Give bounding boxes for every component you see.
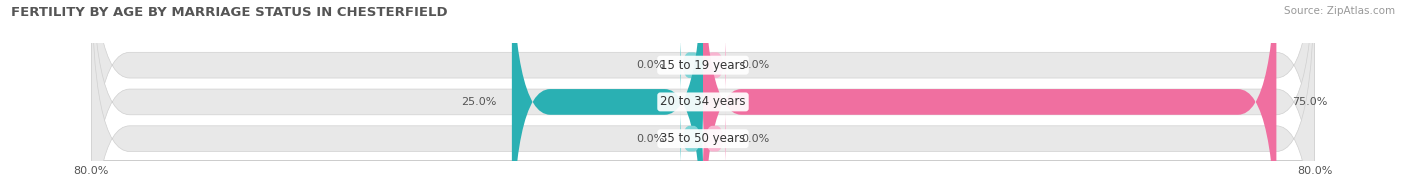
- Text: 0.0%: 0.0%: [741, 134, 769, 144]
- FancyBboxPatch shape: [703, 34, 725, 96]
- Text: 0.0%: 0.0%: [637, 60, 665, 70]
- FancyBboxPatch shape: [681, 34, 703, 96]
- Text: 75.0%: 75.0%: [1292, 97, 1327, 107]
- Text: 20 to 34 years: 20 to 34 years: [661, 95, 745, 108]
- Text: FERTILITY BY AGE BY MARRIAGE STATUS IN CHESTERFIELD: FERTILITY BY AGE BY MARRIAGE STATUS IN C…: [11, 6, 449, 19]
- Text: Source: ZipAtlas.com: Source: ZipAtlas.com: [1284, 6, 1395, 16]
- Text: 0.0%: 0.0%: [637, 134, 665, 144]
- FancyBboxPatch shape: [703, 107, 725, 170]
- Text: 0.0%: 0.0%: [741, 60, 769, 70]
- FancyBboxPatch shape: [91, 0, 1315, 196]
- Text: 35 to 50 years: 35 to 50 years: [661, 132, 745, 145]
- Text: 15 to 19 years: 15 to 19 years: [661, 59, 745, 72]
- FancyBboxPatch shape: [512, 0, 703, 196]
- FancyBboxPatch shape: [91, 0, 1315, 196]
- FancyBboxPatch shape: [703, 0, 1277, 196]
- Text: 25.0%: 25.0%: [461, 97, 496, 107]
- FancyBboxPatch shape: [681, 107, 703, 170]
- FancyBboxPatch shape: [91, 0, 1315, 196]
